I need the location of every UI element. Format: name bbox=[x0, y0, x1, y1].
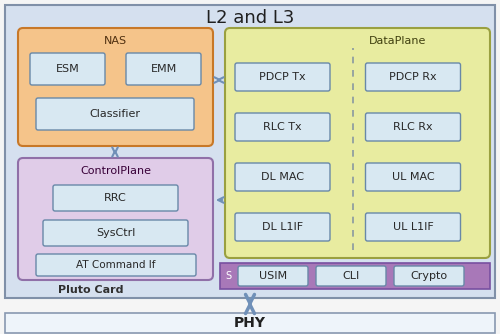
Text: NAS: NAS bbox=[104, 36, 127, 46]
FancyBboxPatch shape bbox=[366, 113, 460, 141]
FancyBboxPatch shape bbox=[36, 254, 196, 276]
FancyBboxPatch shape bbox=[366, 163, 460, 191]
FancyBboxPatch shape bbox=[18, 28, 213, 146]
Text: SysCtrl: SysCtrl bbox=[96, 228, 135, 238]
FancyBboxPatch shape bbox=[235, 213, 330, 241]
FancyBboxPatch shape bbox=[126, 53, 201, 85]
Text: L2 and L3: L2 and L3 bbox=[206, 9, 294, 27]
FancyBboxPatch shape bbox=[394, 266, 464, 286]
Text: UL L1IF: UL L1IF bbox=[392, 222, 434, 232]
Text: AT Command If: AT Command If bbox=[76, 260, 156, 270]
Text: USIM: USIM bbox=[259, 271, 287, 281]
Bar bbox=[5, 5, 495, 298]
FancyBboxPatch shape bbox=[235, 63, 330, 91]
Text: DL L1IF: DL L1IF bbox=[262, 222, 303, 232]
FancyBboxPatch shape bbox=[316, 266, 386, 286]
Text: PDCP Tx: PDCP Tx bbox=[259, 72, 306, 82]
Text: RLC Rx: RLC Rx bbox=[393, 122, 433, 132]
FancyBboxPatch shape bbox=[225, 28, 490, 258]
Text: RRC: RRC bbox=[104, 193, 127, 203]
Text: S: S bbox=[225, 271, 231, 281]
FancyBboxPatch shape bbox=[53, 185, 178, 211]
Text: Crypto: Crypto bbox=[410, 271, 448, 281]
FancyBboxPatch shape bbox=[18, 158, 213, 280]
Bar bbox=[220, 263, 490, 289]
Text: ESM: ESM bbox=[56, 64, 80, 74]
FancyBboxPatch shape bbox=[366, 213, 460, 241]
FancyBboxPatch shape bbox=[235, 163, 330, 191]
FancyBboxPatch shape bbox=[43, 220, 188, 246]
FancyBboxPatch shape bbox=[235, 113, 330, 141]
Text: DataPlane: DataPlane bbox=[368, 36, 426, 46]
FancyBboxPatch shape bbox=[238, 266, 308, 286]
Text: ControlPlane: ControlPlane bbox=[80, 166, 151, 176]
Text: Classifier: Classifier bbox=[90, 109, 140, 119]
Text: Pluto Card: Pluto Card bbox=[58, 285, 124, 295]
Text: DL MAC: DL MAC bbox=[261, 172, 304, 182]
FancyBboxPatch shape bbox=[366, 63, 460, 91]
Bar bbox=[5, 313, 495, 333]
Text: RLC Tx: RLC Tx bbox=[263, 122, 302, 132]
Text: EMM: EMM bbox=[150, 64, 176, 74]
FancyBboxPatch shape bbox=[36, 98, 194, 130]
Text: PHY: PHY bbox=[234, 316, 266, 330]
Text: CLI: CLI bbox=[342, 271, 359, 281]
Text: PDCP Rx: PDCP Rx bbox=[389, 72, 437, 82]
FancyBboxPatch shape bbox=[30, 53, 105, 85]
Text: UL MAC: UL MAC bbox=[392, 172, 434, 182]
